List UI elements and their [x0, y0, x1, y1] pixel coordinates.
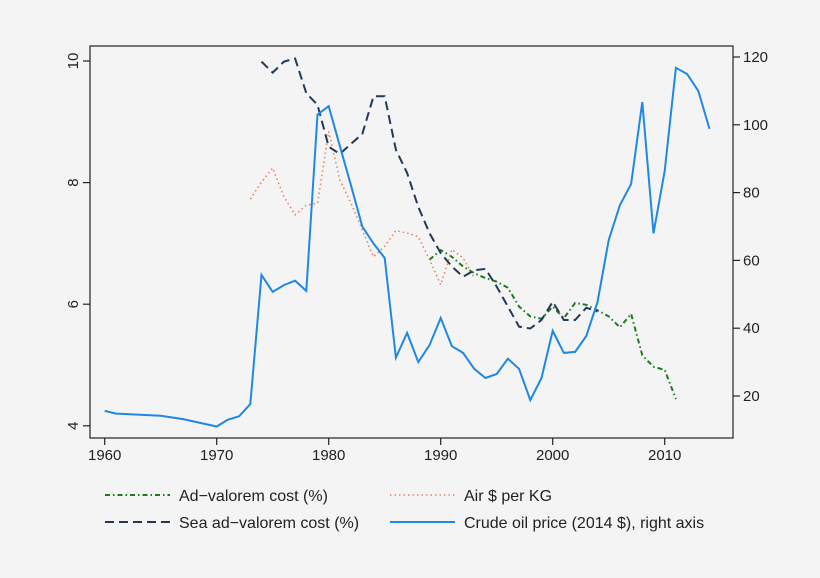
y2-tick-label: 60 — [743, 252, 760, 269]
x-tick-label: 1960 — [88, 447, 121, 464]
x-tick-label: 1970 — [200, 447, 233, 464]
legend-label: Crude oil price (2014 $), right axis — [464, 515, 704, 532]
plot-frame — [89, 45, 734, 439]
y-tick-label: 4 — [65, 422, 82, 430]
y-tick-label: 8 — [65, 178, 82, 186]
series-line-1 — [249, 131, 475, 287]
y2-tick-label: 80 — [743, 185, 760, 202]
x-tick-label: 2010 — [648, 447, 681, 464]
y2-tick-label: 20 — [743, 388, 760, 405]
legend-label: Sea ad−valorem cost (%) — [179, 515, 359, 532]
y2-tick-label: 100 — [743, 117, 768, 134]
legend: Ad−valorem cost (%) Air $ per KG Sea ad−va… — [105, 488, 704, 532]
y-tick-label: 6 — [65, 300, 82, 308]
x-tick-label: 2000 — [536, 447, 569, 464]
y2-tick-label: 120 — [743, 49, 768, 66]
y2-tick-label: 40 — [743, 320, 760, 337]
x-tick-label: 1980 — [312, 447, 345, 464]
legend-label: Air $ per KG — [464, 488, 552, 505]
y-tick-label: 10 — [65, 53, 82, 70]
series-line-2 — [260, 57, 598, 330]
legend-label: Ad−valorem cost (%) — [179, 488, 328, 505]
x-tick-label: 1990 — [424, 447, 457, 464]
series-line-3 — [104, 66, 711, 428]
